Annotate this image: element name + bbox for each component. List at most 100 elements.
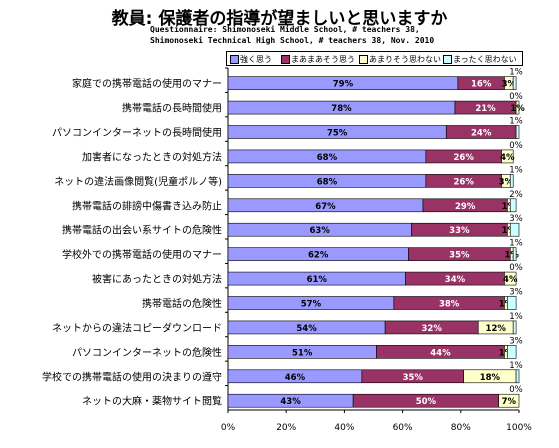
- bar-data-label: 50%: [416, 397, 437, 407]
- bar-segment: [509, 198, 517, 213]
- bar-data-label-top: 1%: [509, 312, 523, 322]
- bar-data-label: 38%: [439, 300, 460, 310]
- bar-segment: [512, 320, 517, 335]
- legend-label-somewhat-agree: まあまあそう思う: [291, 55, 355, 64]
- bar-data-label-top: 1%: [509, 117, 523, 127]
- x-tick-label: 100%: [506, 423, 532, 433]
- subtitle-line-1: Questionnaire: Shimonoseki Middle School…: [150, 25, 420, 34]
- category-label: パソコンインターネットの危険性: [72, 346, 222, 359]
- bar-segment: [515, 125, 520, 139]
- bar-data-label: 78%: [331, 104, 352, 114]
- bar-data-label: 67%: [315, 202, 336, 212]
- bar-data-label: 34%: [445, 275, 466, 285]
- bar-data-label-top: 0%: [509, 92, 523, 102]
- bar-segment: [515, 369, 520, 384]
- category-label: 携帯電話の危険性: [142, 297, 222, 310]
- bar-data-label-top: 3%: [509, 288, 523, 298]
- bar-data-label-top: 0%: [509, 385, 523, 395]
- legend-item-somewhat-disagree: あまりそう思わない: [359, 54, 441, 65]
- legend-label-somewhat-disagree: あまりそう思わない: [369, 55, 441, 64]
- bar-data-label: 1%: [505, 251, 520, 261]
- x-tick-label: 20%: [276, 423, 296, 433]
- legend-label-strongly-disagree: まったく思わない: [453, 55, 517, 64]
- legend-item-strongly-agree: 強く思う: [230, 54, 272, 65]
- bar-data-label: 35%: [403, 373, 424, 383]
- bar-data-label: 26%: [454, 153, 475, 163]
- bar-data-label-top: 3%: [509, 214, 523, 224]
- x-tick-label: 80%: [451, 423, 471, 433]
- bar-data-label: 7%: [502, 397, 517, 407]
- category-label: 携帯電話の出会い系サイトの危険性: [62, 224, 222, 237]
- bar-data-label: 21%: [475, 104, 496, 114]
- bar-data-label: 1%: [499, 348, 514, 358]
- bar-data-label: 32%: [422, 324, 443, 334]
- category-label: ネットからの違法コピーダウンロード: [52, 321, 222, 334]
- bar-data-label: 43%: [280, 397, 301, 407]
- bar-segment: [504, 271, 517, 286]
- bar-data-label: 24%: [471, 129, 492, 139]
- bar-data-label: 16%: [471, 80, 492, 90]
- bar-data-label: 3%: [502, 80, 517, 90]
- bar-data-label: 1%: [510, 104, 525, 114]
- category-label: 家庭での携帯電話の使用のマナー: [72, 77, 222, 90]
- category-label: 学校外での携帯電話の使用のマナー: [62, 248, 222, 261]
- bar-segment: [498, 393, 520, 408]
- legend-item-somewhat-agree: まあまあそう思う: [281, 54, 355, 65]
- category-label: パソコンインターネットの長時間使用: [52, 126, 222, 139]
- x-tick-label: 60%: [393, 423, 413, 433]
- category-label: 被害にあったときの対処方法: [92, 273, 222, 286]
- category-label: ネットの大麻・薬物サイト閲覧: [82, 395, 222, 408]
- bar-segment: [512, 76, 517, 90]
- legend-swatch-somewhat-disagree: [359, 55, 368, 64]
- legend: 強く思う まあまあそう思う あまりそう思わない まったく思わない: [226, 51, 523, 66]
- bar-data-label: 26%: [454, 177, 475, 187]
- bar-data-label: 12%: [486, 324, 507, 334]
- category-label: 加害者になったときの対処方法: [82, 150, 222, 163]
- bar-data-label: 1%: [499, 300, 514, 310]
- bar-segment: [507, 345, 517, 359]
- bar-segment: [512, 247, 517, 261]
- bar-data-label: 44%: [430, 348, 451, 358]
- bar-data-label: 57%: [301, 300, 322, 310]
- bar-data-label-top: 0%: [509, 141, 523, 151]
- legend-label-strongly-agree: 強く思う: [240, 55, 272, 64]
- bar-data-label: 62%: [308, 251, 329, 261]
- bar-data-label: 35%: [449, 251, 470, 261]
- bar-data-label-top: 1%: [509, 68, 523, 78]
- category-label: 学校での携帯電話の使用の決まりの遵守: [42, 370, 222, 383]
- legend-item-strongly-disagree: まったく思わない: [443, 54, 517, 65]
- bar-data-label-top: 0%: [509, 263, 523, 273]
- category-label: ネットの違法画像閲覧(児童ポルノ等): [54, 175, 222, 188]
- bar-data-label-top: 2%: [509, 190, 523, 200]
- category-label: 携帯電話の長時間使用: [122, 102, 222, 115]
- bar-data-label: 33%: [449, 226, 470, 236]
- bar-data-label: 63%: [309, 226, 330, 236]
- chart-title: 教員: 保護者の指導が望ましいと思いますか: [111, 9, 448, 29]
- category-label: 携帯電話の誹謗中傷書き込み防止: [72, 199, 222, 212]
- bar-data-label-top: 1%: [509, 165, 523, 175]
- legend-swatch-strongly-disagree: [443, 55, 452, 64]
- bar-data-label: 4%: [500, 153, 515, 163]
- bar-data-label: 18%: [480, 373, 501, 383]
- bar-data-label-top: 1%: [509, 361, 523, 371]
- bar-data-label: 3%: [499, 177, 514, 187]
- bar-data-label: 1%: [502, 202, 517, 212]
- bar-data-label: 61%: [307, 275, 328, 285]
- bar-segment: [515, 100, 520, 115]
- bar-data-label: 79%: [333, 80, 354, 90]
- bar-data-label: 68%: [317, 177, 338, 187]
- legend-swatch-somewhat-agree: [281, 55, 290, 64]
- bar-data-label-top: 1%: [509, 239, 523, 249]
- bar-data-label: 68%: [317, 153, 338, 163]
- bar-data-label: 54%: [296, 324, 317, 334]
- bar-data-label: 4%: [503, 275, 518, 285]
- bar-data-label-top: 3%: [509, 336, 523, 346]
- bar-data-label: 75%: [327, 129, 348, 139]
- bar-segment: [501, 149, 514, 164]
- legend-swatch-strongly-agree: [230, 55, 239, 64]
- bar-data-label: 1%: [502, 226, 517, 236]
- bar-segment: [509, 174, 514, 188]
- x-tick-label: 40%: [334, 423, 354, 433]
- bar-data-label: 51%: [292, 348, 313, 358]
